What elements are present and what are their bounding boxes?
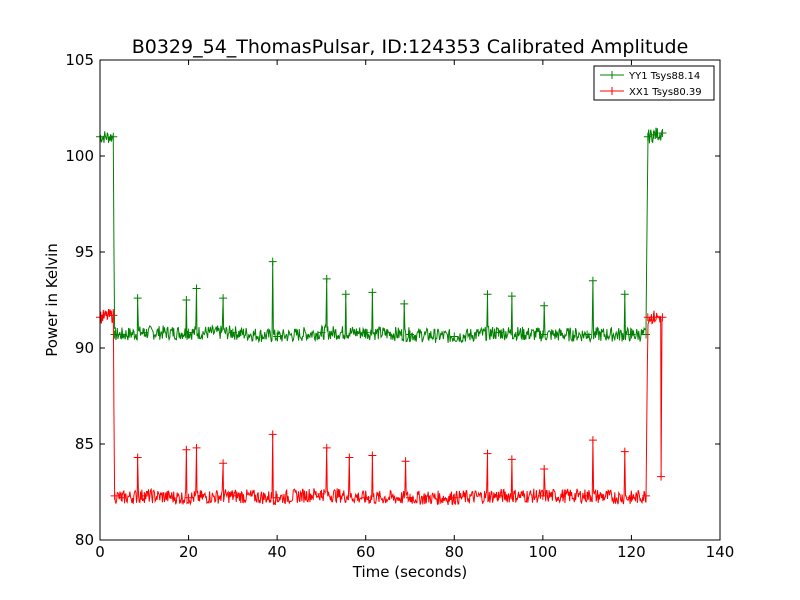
data-point xyxy=(228,491,237,500)
data-point xyxy=(658,313,667,322)
data-point xyxy=(273,332,282,341)
data-point xyxy=(192,284,201,293)
legend: YY1 Tsys88.14 XX1 Tsys80.39 xyxy=(593,65,715,101)
data-point xyxy=(184,493,193,502)
data-point xyxy=(649,130,658,139)
x-tick-label: 140 xyxy=(706,543,735,561)
data-point xyxy=(406,493,414,502)
legend-marker xyxy=(608,71,616,79)
x-tick-label: 80 xyxy=(445,543,464,561)
legend-label: XX1 Tsys80.39 xyxy=(629,87,702,98)
data-point xyxy=(345,453,354,462)
legend-marker xyxy=(608,87,616,95)
data-point xyxy=(361,493,370,502)
data-point xyxy=(118,493,127,502)
data-point xyxy=(494,328,503,337)
x-tick-label: 20 xyxy=(179,543,198,561)
data-point xyxy=(620,447,629,456)
x-tick-label: 100 xyxy=(529,543,558,561)
y-tick-label: 90 xyxy=(75,339,94,357)
data-point xyxy=(182,296,191,304)
data-point xyxy=(406,330,414,339)
data-point xyxy=(109,311,118,320)
data-point xyxy=(540,464,549,473)
data-point xyxy=(317,489,326,498)
y-tick-label: 85 xyxy=(75,435,94,453)
x-tick-label: 60 xyxy=(356,543,375,561)
plot-frame xyxy=(99,59,721,541)
data-point xyxy=(341,290,350,299)
data-point xyxy=(588,436,597,445)
data-point xyxy=(483,290,492,299)
data-point xyxy=(268,257,277,266)
x-tick-label: 0 xyxy=(95,543,105,561)
data-point xyxy=(219,459,228,468)
data-point xyxy=(401,457,410,466)
data-point xyxy=(140,328,149,337)
data-point xyxy=(182,445,191,454)
data-point xyxy=(507,455,516,464)
data-point xyxy=(368,451,377,460)
x-tick-label: 120 xyxy=(617,543,646,561)
data-point xyxy=(219,294,228,303)
series-line xyxy=(99,308,663,506)
data-point xyxy=(450,493,459,502)
data-point xyxy=(507,292,516,301)
data-point xyxy=(273,493,282,502)
data-point xyxy=(649,313,658,322)
data-point xyxy=(627,330,636,339)
data-point xyxy=(322,274,331,283)
x-tick-label: 40 xyxy=(268,543,287,561)
data-point xyxy=(658,128,667,137)
series-layer xyxy=(96,127,667,506)
data-point xyxy=(583,330,592,339)
data-point xyxy=(583,491,592,500)
data-point xyxy=(109,132,118,141)
data-point xyxy=(361,328,370,337)
series-yy1 xyxy=(96,127,667,344)
data-point xyxy=(450,332,459,341)
data-point xyxy=(538,330,547,339)
ticks-layer: 0 20 40 60 80 100 120 140 80 85 90 95 100 105 xyxy=(65,51,734,561)
data-point xyxy=(110,330,119,339)
legend-label: YY1 Tsys88.14 xyxy=(628,71,700,82)
y-tick-label: 80 xyxy=(75,531,94,549)
y-tick-label: 100 xyxy=(65,147,94,165)
data-point xyxy=(368,288,377,297)
data-point xyxy=(627,493,636,502)
data-point xyxy=(118,330,127,339)
y-tick-label: 105 xyxy=(65,51,94,69)
data-point xyxy=(317,328,326,337)
y-axis-label: Power in Kelvin xyxy=(43,243,61,357)
data-point xyxy=(538,491,547,500)
data-point xyxy=(184,328,193,337)
data-point xyxy=(133,294,142,303)
data-point xyxy=(483,449,492,458)
x-axis-label: Time (seconds) xyxy=(352,563,468,581)
data-point xyxy=(540,301,549,310)
data-point xyxy=(588,276,597,285)
data-point xyxy=(657,472,666,481)
data-point xyxy=(494,491,503,500)
data-point xyxy=(133,453,142,462)
series-line xyxy=(99,127,663,344)
data-point xyxy=(140,491,149,500)
data-point xyxy=(400,299,409,308)
y-tick-label: 95 xyxy=(75,243,94,261)
data-point xyxy=(192,443,201,452)
data-point xyxy=(110,491,119,500)
data-point xyxy=(228,328,237,337)
data-point xyxy=(322,443,331,452)
data-point xyxy=(642,330,651,339)
data-point xyxy=(643,132,652,141)
data-point xyxy=(642,491,651,500)
data-point xyxy=(268,430,277,439)
data-point xyxy=(620,290,629,299)
chart-title: B0329_54_ThomasPulsar, ID:124353 Calibra… xyxy=(132,36,689,58)
legend-box xyxy=(593,65,715,101)
